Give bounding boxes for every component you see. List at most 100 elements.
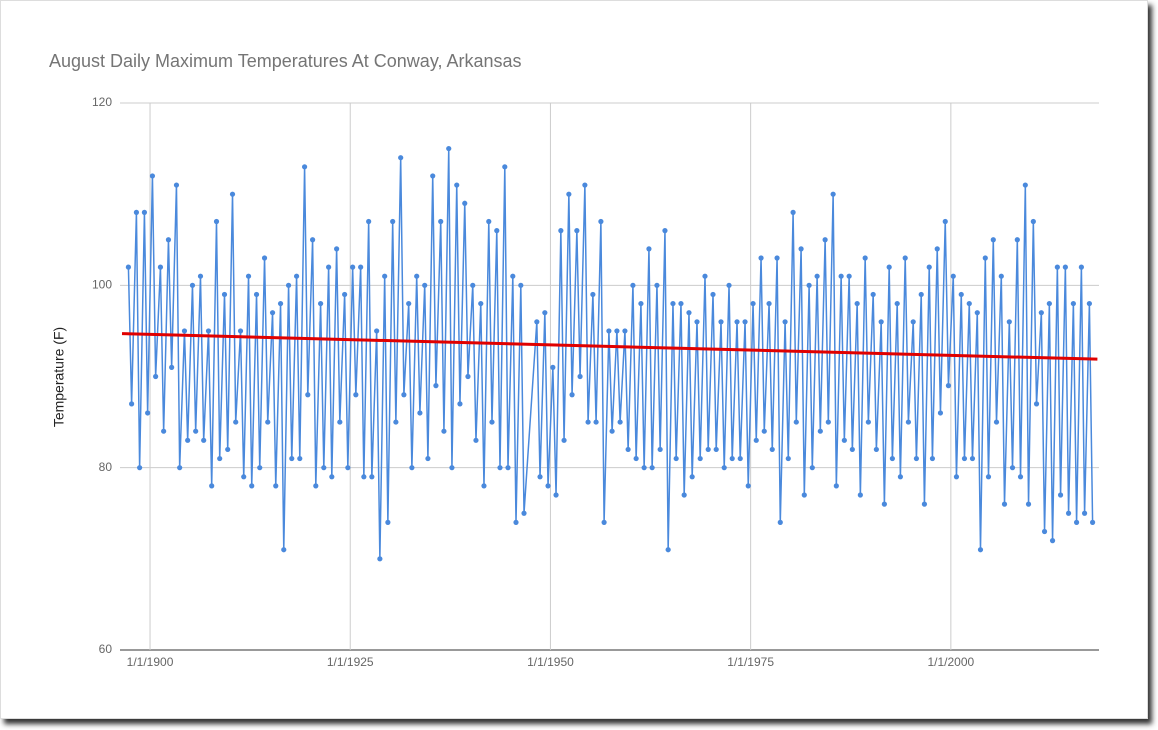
point — [345, 465, 351, 471]
point — [353, 392, 359, 398]
point — [425, 455, 431, 462]
point — [446, 145, 452, 152]
point — [478, 300, 484, 307]
point — [1078, 264, 1084, 270]
y-axis-label: Temperature (F) — [51, 327, 67, 427]
point — [473, 437, 479, 443]
y-tick-label: 100 — [92, 278, 112, 292]
point — [470, 282, 476, 288]
point — [145, 410, 151, 416]
point — [249, 483, 255, 489]
point — [185, 437, 191, 443]
point — [974, 310, 980, 316]
point — [654, 282, 660, 288]
point — [686, 310, 692, 316]
point — [689, 474, 695, 480]
point — [702, 273, 708, 279]
point — [758, 255, 764, 261]
point — [670, 300, 676, 307]
point — [1070, 300, 1076, 307]
point — [561, 437, 567, 443]
point — [1065, 510, 1072, 516]
point — [694, 319, 700, 325]
point — [406, 300, 412, 307]
point — [382, 273, 388, 279]
point — [918, 291, 924, 298]
point — [569, 392, 575, 398]
point — [1006, 319, 1012, 325]
point — [213, 218, 220, 225]
point — [993, 419, 1000, 425]
point — [678, 300, 684, 307]
point — [582, 182, 588, 188]
point — [958, 291, 964, 298]
point — [713, 446, 719, 453]
point — [133, 209, 140, 215]
point — [790, 209, 796, 215]
point — [894, 300, 900, 307]
point — [489, 419, 495, 425]
point — [886, 264, 892, 270]
point — [257, 465, 263, 471]
point — [806, 282, 812, 288]
point — [990, 237, 996, 243]
point — [374, 328, 380, 334]
point — [617, 419, 623, 425]
point — [265, 419, 271, 425]
point — [550, 364, 556, 370]
point — [201, 437, 207, 443]
point — [129, 401, 135, 407]
point — [665, 547, 671, 553]
point — [1025, 501, 1032, 507]
y-tick-label: 60 — [99, 642, 113, 656]
point — [149, 173, 156, 179]
point — [809, 465, 815, 471]
point — [873, 446, 879, 453]
point — [157, 264, 164, 270]
point — [334, 246, 340, 252]
point — [457, 401, 463, 407]
point — [734, 319, 740, 325]
point — [902, 255, 908, 261]
point — [277, 300, 284, 307]
point — [822, 237, 828, 243]
point — [542, 310, 548, 316]
point — [1014, 237, 1020, 243]
point — [966, 300, 972, 307]
point — [502, 164, 508, 170]
point — [301, 164, 308, 170]
point — [189, 282, 196, 288]
point — [293, 273, 300, 279]
point — [622, 328, 628, 334]
point — [281, 547, 287, 553]
point — [369, 474, 375, 480]
point — [285, 282, 292, 288]
point — [545, 483, 551, 489]
point — [553, 492, 559, 498]
point — [462, 200, 468, 206]
point — [854, 300, 860, 307]
point — [646, 246, 652, 252]
point — [137, 465, 143, 471]
point — [269, 310, 276, 316]
card — [0, 0, 1148, 719]
point — [1086, 300, 1092, 307]
point — [398, 155, 404, 161]
point — [441, 428, 447, 434]
point — [905, 419, 912, 425]
point — [409, 465, 415, 471]
point — [657, 446, 663, 453]
point — [785, 455, 791, 462]
point — [649, 465, 655, 471]
point — [221, 291, 228, 298]
point — [193, 428, 199, 434]
point — [630, 282, 636, 288]
point — [233, 419, 239, 425]
point — [865, 419, 871, 425]
point — [417, 410, 423, 416]
point — [321, 465, 327, 471]
y-tick-label: 80 — [99, 460, 113, 474]
point — [494, 228, 500, 234]
series-line — [127, 148, 1094, 559]
point — [1041, 528, 1048, 535]
